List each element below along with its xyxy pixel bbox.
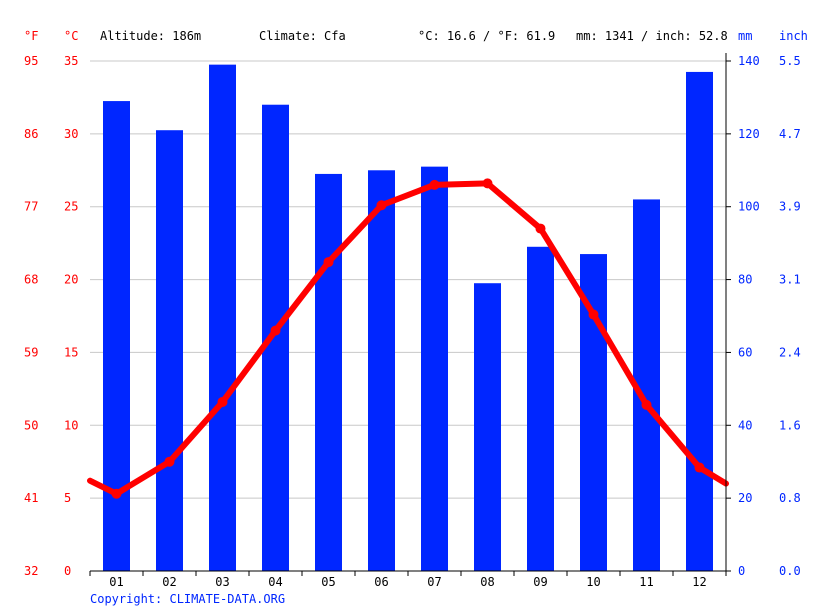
fahrenheit-tick-label: 32 xyxy=(24,564,38,578)
inch-tick-label: 0.8 xyxy=(779,491,801,505)
temperature-point xyxy=(217,396,228,407)
temperature-point xyxy=(588,309,599,320)
temperature-point xyxy=(535,223,546,234)
month-tick-label: 07 xyxy=(427,575,441,589)
unit-mm-label: mm xyxy=(738,29,752,43)
celsius-tick-label: 5 xyxy=(64,491,71,505)
temperature-average-label: °C: 16.6 / °F: 61.9 xyxy=(418,29,555,43)
celsius-tick-label: 20 xyxy=(64,273,78,287)
unit-fahrenheit-label: °F xyxy=(24,29,38,43)
inch-tick-label: 0.0 xyxy=(779,564,801,578)
temperature-point xyxy=(164,456,175,467)
inch-tick-label: 4.7 xyxy=(779,127,801,141)
precipitation-bar xyxy=(368,170,395,572)
month-tick-label: 04 xyxy=(268,575,282,589)
fahrenheit-tick-label: 68 xyxy=(24,273,38,287)
copyright-text[interactable]: Copyright: CLIMATE-DATA.ORG xyxy=(90,592,285,606)
inch-tick-label: 1.6 xyxy=(779,418,801,432)
precipitation-bar xyxy=(315,173,342,571)
inch-tick-label: 2.4 xyxy=(779,345,801,359)
precipitation-bar xyxy=(156,130,183,571)
temperature-point xyxy=(376,200,387,211)
precipitation-bar xyxy=(474,283,501,571)
fahrenheit-tick-label: 86 xyxy=(24,127,38,141)
month-tick-label: 10 xyxy=(586,575,600,589)
celsius-tick-label: 15 xyxy=(64,345,78,359)
fahrenheit-tick-label: 41 xyxy=(24,491,38,505)
celsius-tick-label: 35 xyxy=(64,54,78,68)
mm-tick-label: 120 xyxy=(738,127,760,141)
mm-tick-label: 40 xyxy=(738,418,752,432)
climate-label: Climate: Cfa xyxy=(259,29,346,43)
mm-tick-label: 80 xyxy=(738,273,752,287)
month-tick-label: 03 xyxy=(215,575,229,589)
tick-labels: 95 35 140 5.586 30 120 4.777 25 100 3.968 20 80 3.15… xyxy=(24,54,801,589)
celsius-tick-label: 0 xyxy=(64,564,71,578)
precipitation-total-label: mm: 1341 / inch: 52.8 xyxy=(576,29,728,43)
celsius-tick-label: 30 xyxy=(64,127,78,141)
temperature-point xyxy=(482,178,493,189)
month-tick-label: 08 xyxy=(480,575,494,589)
temperature-series-line xyxy=(87,180,729,497)
precipitation-bar xyxy=(421,166,448,571)
month-tick-label: 05 xyxy=(321,575,335,589)
temperature-point xyxy=(641,399,652,410)
temperature-point xyxy=(429,179,440,190)
temperature-point xyxy=(270,325,281,336)
precipitation-bar xyxy=(686,71,713,571)
precipitation-bar xyxy=(209,64,236,572)
month-tick-label: 09 xyxy=(533,575,547,589)
fahrenheit-tick-label: 59 xyxy=(24,345,38,359)
altitude-label: Altitude: 186m xyxy=(100,29,201,43)
month-tick-label: 06 xyxy=(374,575,388,589)
month-tick-label: 12 xyxy=(692,575,706,589)
celsius-tick-label: 10 xyxy=(64,418,78,432)
month-tick-label: 11 xyxy=(639,575,653,589)
temperature-line xyxy=(87,178,729,499)
temperature-point xyxy=(323,257,334,268)
celsius-tick-label: 25 xyxy=(64,200,78,214)
month-tick-label: 02 xyxy=(162,575,176,589)
mm-tick-label: 20 xyxy=(738,491,752,505)
inch-tick-label: 3.1 xyxy=(779,273,801,287)
mm-tick-label: 0 xyxy=(738,564,745,578)
mm-tick-label: 140 xyxy=(738,54,760,68)
unit-celsius-label: °C xyxy=(64,29,78,43)
gridlines xyxy=(90,60,726,499)
precipitation-bar xyxy=(527,246,554,572)
inch-tick-label: 5.5 xyxy=(779,54,801,68)
fahrenheit-tick-label: 95 xyxy=(24,54,38,68)
fahrenheit-tick-label: 50 xyxy=(24,418,38,432)
mm-tick-label: 100 xyxy=(738,200,760,214)
temperature-point xyxy=(111,488,122,499)
mm-tick-label: 60 xyxy=(738,345,752,359)
unit-inch-label: inch xyxy=(779,29,808,43)
month-tick-label: 01 xyxy=(109,575,123,589)
precipitation-bar xyxy=(262,104,289,571)
axis-lines xyxy=(89,53,731,576)
precipitation-bar xyxy=(103,101,130,572)
inch-tick-label: 3.9 xyxy=(779,200,801,214)
fahrenheit-tick-label: 77 xyxy=(24,200,38,214)
precipitation-bars xyxy=(103,64,713,572)
temperature-point xyxy=(694,462,705,473)
precipitation-bar xyxy=(580,254,607,572)
